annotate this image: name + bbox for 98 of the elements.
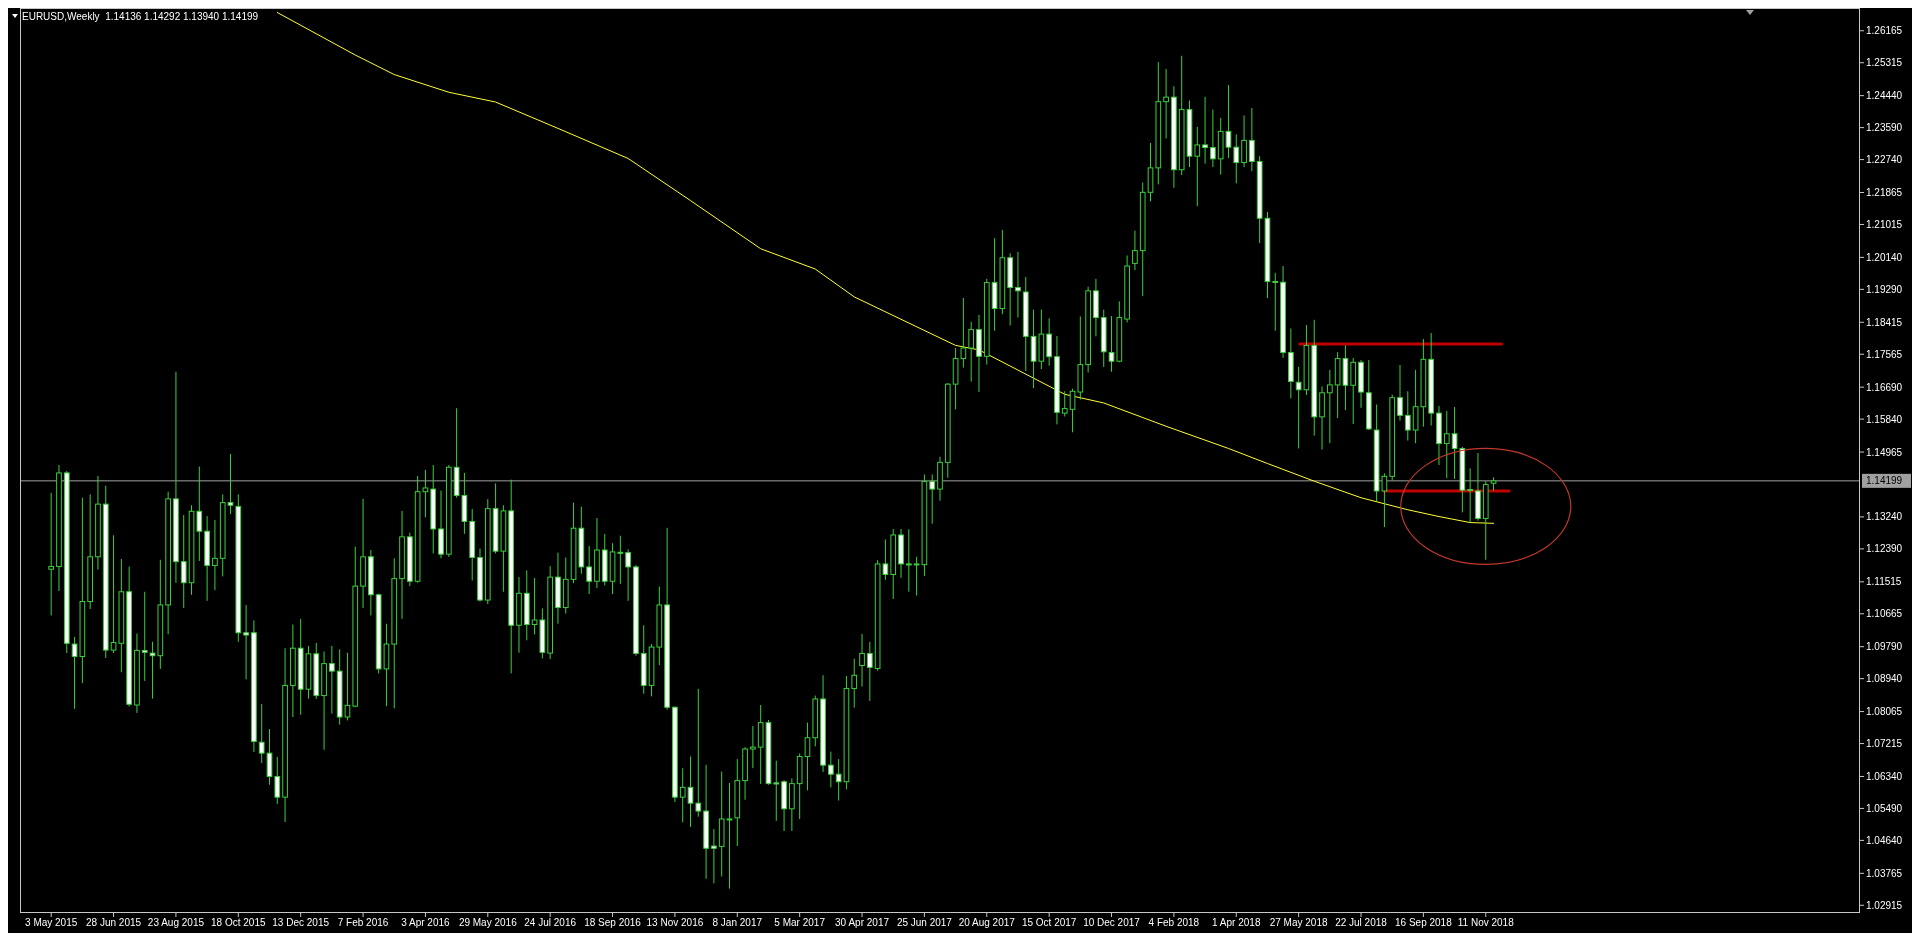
y-tick-label: 1.09790	[1866, 641, 1903, 653]
y-tick-label: 1.24440	[1866, 90, 1903, 102]
candlestick	[1163, 68, 1169, 140]
x-tick-label: 13 Dec 2015	[272, 917, 330, 928]
candlestick	[1202, 96, 1208, 165]
y-tick-label: 1.22740	[1866, 154, 1903, 166]
x-tick-label: 30 Apr 2017	[835, 917, 890, 928]
candlestick	[243, 604, 249, 680]
y-tick-label: 1.03765	[1866, 867, 1903, 879]
x-tick-label: 29 May 2016	[458, 917, 518, 928]
y-tick-label: 1.11515	[1866, 576, 1902, 588]
x-tick-label: 7 Feb 2016	[337, 917, 389, 928]
candlestick	[1272, 272, 1279, 332]
candlestick	[1467, 467, 1474, 523]
x-tick-label: 5 Mar 2017	[774, 917, 826, 928]
candlestick	[274, 756, 281, 805]
y-tick-label: 1.05490	[1866, 802, 1903, 814]
candlestick	[625, 548, 631, 602]
x-tick-label: 22 Jul 2018	[1335, 917, 1388, 928]
candlestick	[48, 492, 55, 616]
candlestick	[258, 703, 265, 764]
x-tick-label: 18 Sep 2016	[584, 917, 642, 928]
candlestick	[1233, 133, 1240, 184]
y-tick-label: 1.12390	[1866, 543, 1903, 555]
candlestick	[266, 728, 273, 786]
candlestick	[1249, 107, 1255, 172]
candlestick	[227, 453, 234, 515]
x-tick-label: 27 May 2018	[1269, 917, 1328, 928]
candlestick	[1046, 317, 1052, 367]
ref-line-label: 1.14199	[1866, 475, 1903, 487]
y-tick-label: 1.13240	[1866, 511, 1903, 523]
y-tick-label: 1.08065	[1866, 706, 1903, 718]
candlestick	[929, 473, 936, 525]
candlestick	[586, 545, 592, 595]
x-tick-label: 18 Oct 2015	[211, 917, 266, 928]
candlestick	[773, 760, 780, 822]
candlestick	[212, 519, 218, 591]
y-tick-label: 1.20140	[1866, 251, 1903, 263]
x-tick-label: 8 Jan 2017	[712, 917, 763, 928]
candlestick	[695, 688, 702, 818]
y-tick-label: 1.06340	[1866, 770, 1903, 782]
candlestick	[329, 645, 335, 715]
candlestick	[1241, 115, 1247, 168]
y-tick-label: 1.02915	[1866, 899, 1903, 911]
y-tick-label: 1.21865	[1866, 187, 1903, 198]
candlestick	[1061, 390, 1068, 417]
y-tick-label: 1.10665	[1866, 608, 1903, 620]
candlestick	[851, 658, 858, 709]
candlestick	[1443, 410, 1450, 479]
x-tick-label: 23 Aug 2015	[147, 917, 205, 928]
x-tick-label: 11 Nov 2018	[1457, 917, 1515, 928]
candlestick	[687, 756, 694, 828]
x-tick-label: 16 Sep 2018	[1395, 917, 1453, 928]
candlestick	[750, 725, 756, 769]
candlestick	[1194, 126, 1201, 207]
y-tick-label: 1.04640	[1866, 834, 1903, 846]
y-tick-label: 1.18415	[1866, 316, 1903, 328]
y-tick-label: 1.19290	[1866, 283, 1903, 295]
x-tick-label: 25 Jun 2017	[896, 917, 953, 928]
candlestick	[1015, 251, 1021, 319]
candlestick	[711, 828, 717, 884]
candlestick	[968, 321, 975, 383]
x-tick-label: 15 Oct 2017	[1021, 917, 1077, 928]
y-tick-label: 1.23590	[1866, 122, 1903, 134]
candlestick	[828, 751, 834, 788]
candlestick	[679, 767, 686, 823]
chart-title: EURUSD,Weekly 1.14136 1.14292 1.13940 1.14199	[22, 11, 259, 22]
y-tick-label: 1.21015	[1866, 218, 1903, 230]
candlestick	[1397, 364, 1403, 422]
x-tick-label: 1 Apr 2018	[1212, 917, 1261, 928]
candlestick	[866, 641, 873, 702]
x-tick-label: 3 Apr 2016	[401, 917, 451, 928]
y-tick-label: 1.14965	[1866, 446, 1903, 458]
line-series	[276, 12, 1495, 524]
y-tick-label: 1.17565	[1866, 348, 1903, 360]
x-tick-label: 20 Aug 2017	[958, 917, 1016, 928]
candlestick	[180, 514, 187, 609]
x-tick-label: 3 May 2015	[25, 917, 78, 928]
candlestick	[859, 633, 865, 688]
candlestick	[1350, 357, 1357, 425]
y-tick-label: 1.26165	[1866, 25, 1903, 37]
x-tick-label: 10 Dec 2017	[1083, 917, 1141, 928]
candlestick	[1132, 230, 1138, 271]
y-tick-label: 1.25315	[1866, 57, 1903, 69]
x-tick-label: 4 Feb 2018	[1148, 917, 1200, 928]
candlestick	[905, 528, 912, 593]
x-tick-label: 13 Nov 2016	[646, 917, 704, 928]
x-tick-label: 24 Jul 2016	[524, 917, 577, 928]
y-tick-label: 1.08940	[1866, 673, 1903, 685]
y-tick-label: 1.15840	[1866, 413, 1903, 425]
y-tick-label: 1.16690	[1866, 381, 1903, 393]
candlestick	[1404, 390, 1411, 442]
candlestick	[1210, 109, 1216, 168]
y-tick-label: 1.07215	[1866, 738, 1903, 750]
candlestick	[726, 782, 733, 890]
x-tick-label: 28 Jun 2015	[86, 917, 142, 928]
candlestick	[141, 591, 148, 682]
candlestick	[1326, 369, 1333, 444]
